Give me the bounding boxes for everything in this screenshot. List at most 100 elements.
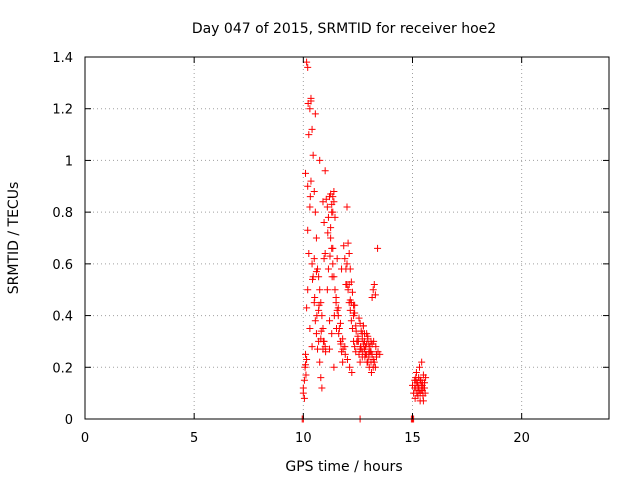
- data-point: [329, 244, 337, 252]
- data-point: [305, 131, 313, 139]
- data-point: [327, 234, 335, 242]
- data-point: [316, 156, 324, 164]
- data-point: [363, 330, 371, 338]
- data-point: [307, 94, 315, 102]
- data-point: [340, 242, 348, 250]
- data-point: [324, 229, 332, 237]
- data-point: [312, 234, 320, 242]
- data-point: [416, 376, 424, 384]
- data-point: [419, 397, 427, 405]
- data-point: [300, 376, 308, 384]
- data-point: [370, 281, 378, 289]
- data-point: [355, 314, 363, 322]
- data-point: [343, 356, 351, 364]
- data-point: [341, 255, 349, 263]
- data-point: [299, 384, 307, 392]
- data-point: [306, 105, 314, 113]
- data-point: [320, 218, 328, 226]
- data-point: [303, 58, 311, 66]
- data-point: [370, 358, 378, 366]
- data-point: [368, 350, 376, 358]
- data-point: [350, 301, 358, 309]
- x-tick-label: 5: [190, 431, 198, 446]
- data-point: [311, 317, 319, 325]
- y-tick-label: 0.2: [52, 361, 73, 376]
- data-point: [346, 363, 354, 371]
- data-point: [331, 286, 339, 294]
- data-point: [354, 337, 362, 345]
- data-point: [369, 286, 377, 294]
- x-tick-label: 10: [295, 431, 312, 446]
- data-point: [330, 187, 338, 195]
- data-point: [339, 335, 347, 343]
- data-point: [346, 296, 354, 304]
- chart-title: Day 047 of 2015, SRMTID for receiver hoe…: [192, 21, 496, 37]
- data-point: [311, 110, 319, 118]
- data-point: [412, 368, 420, 376]
- data-point: [351, 309, 359, 317]
- data-point: [346, 306, 354, 314]
- data-point: [326, 252, 334, 260]
- data-point: [344, 239, 352, 247]
- y-tick-label: 1.4: [52, 51, 73, 66]
- data-point: [422, 374, 430, 382]
- data-point: [339, 358, 347, 366]
- x-tick-label: 20: [513, 431, 530, 446]
- data-point: [306, 203, 314, 211]
- data-point: [330, 198, 338, 206]
- data-point: [328, 273, 336, 281]
- data-point: [304, 63, 312, 71]
- data-point: [317, 327, 325, 335]
- data-point: [322, 348, 330, 356]
- data-point: [328, 330, 336, 338]
- data-points: [298, 58, 430, 423]
- data-point: [418, 358, 426, 366]
- data-point: [412, 374, 420, 382]
- data-point: [310, 255, 318, 263]
- data-point: [343, 260, 351, 268]
- data-point: [302, 361, 310, 369]
- data-point: [324, 213, 332, 221]
- data-point: [347, 278, 355, 286]
- y-axis-label: SRMTID / TECUs: [6, 182, 22, 295]
- data-point: [343, 203, 351, 211]
- data-point: [415, 363, 423, 371]
- data-point: [327, 224, 335, 232]
- axis-ticks: 0 5 10 15 20 0 0.2 0.4 0.6 0.8 1 1.2 1.4: [52, 51, 609, 446]
- data-point: [308, 125, 316, 133]
- data-point: [367, 368, 375, 376]
- data-point: [323, 286, 331, 294]
- grid-lines: [85, 57, 609, 419]
- data-point: [313, 312, 321, 320]
- data-point: [374, 244, 382, 252]
- data-point: [336, 319, 344, 327]
- data-point: [362, 350, 370, 358]
- y-tick-label: 1.2: [52, 103, 73, 118]
- data-point: [311, 208, 319, 216]
- data-point: [414, 381, 422, 389]
- data-point: [333, 255, 341, 263]
- data-point: [346, 265, 354, 273]
- data-point: [371, 291, 379, 299]
- data-point: [366, 343, 374, 351]
- data-point: [328, 208, 336, 216]
- data-point: [310, 187, 318, 195]
- data-point: [330, 363, 338, 371]
- data-point: [342, 281, 350, 289]
- data-point: [304, 182, 312, 190]
- data-point: [308, 260, 316, 268]
- data-point: [345, 250, 353, 258]
- data-point: [364, 335, 372, 343]
- x-tick-label: 15: [404, 431, 421, 446]
- data-point: [326, 317, 334, 325]
- data-point: [337, 340, 345, 348]
- data-point: [317, 374, 325, 382]
- data-point: [360, 345, 368, 353]
- data-point: [329, 260, 337, 268]
- data-point: [309, 275, 317, 283]
- data-point: [303, 356, 311, 364]
- data-point: [329, 193, 337, 201]
- plot-frame: [84, 56, 610, 420]
- data-point: [348, 288, 356, 296]
